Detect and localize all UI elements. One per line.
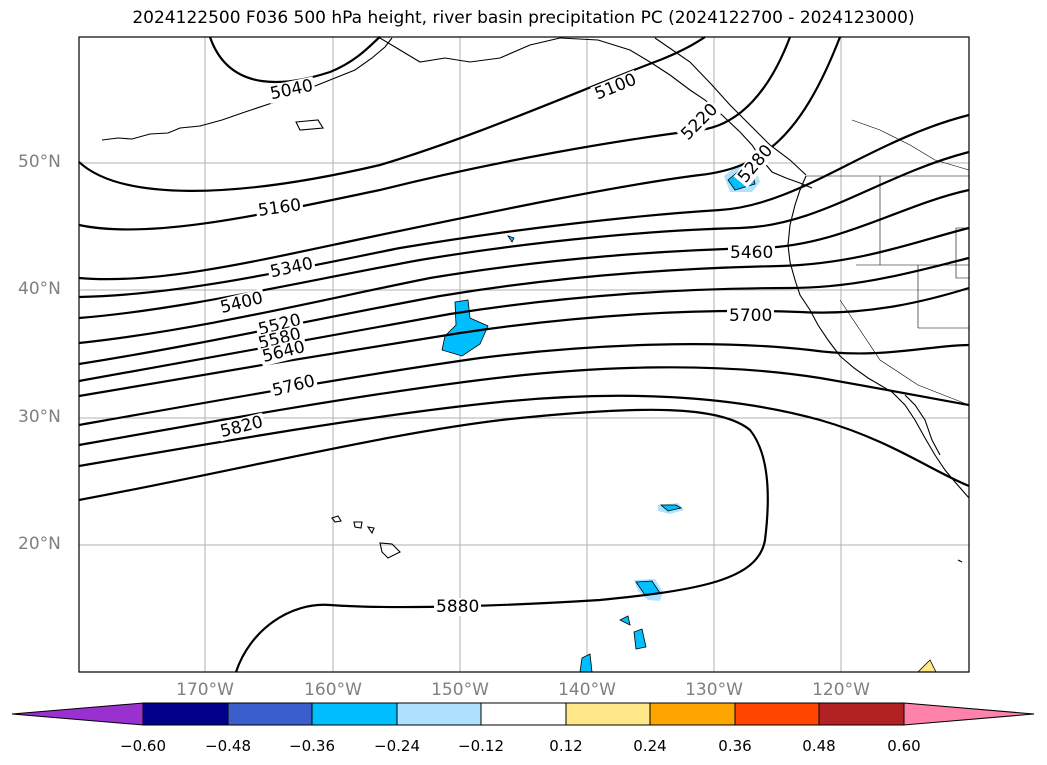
colorbar-tick: −0.60 [120, 737, 166, 755]
colorbar-tick: 0.48 [802, 737, 836, 755]
colorbar-tick: −0.48 [205, 737, 251, 755]
contour-label-5880: 5880 [434, 597, 482, 617]
lon-label-150w: 150°W [431, 680, 489, 700]
colorbar [11, 702, 1035, 726]
height-contours [78, 36, 970, 673]
lat-label-50n: 50°N [18, 152, 61, 172]
gridlines [79, 37, 969, 672]
colorbar-tick: −0.24 [374, 737, 420, 755]
colorbar-tick: 0.36 [718, 737, 752, 755]
colorbar-tick: 0.60 [887, 737, 921, 755]
colorbar-tick: 0.24 [633, 737, 667, 755]
lon-label-120w: 120°W [812, 680, 870, 700]
lon-label-160w: 160°W [304, 680, 362, 700]
lon-label-170w: 170°W [176, 680, 234, 700]
colorbar-tick: −0.12 [458, 737, 504, 755]
map-title: 2024122500 F036 500 hPa height, river ba… [132, 8, 915, 28]
contour-label-5460: 5460 [728, 243, 776, 263]
contour-label-5700: 5700 [727, 306, 775, 326]
colorbar-tick: −0.36 [289, 737, 335, 755]
coastlines [101, 37, 970, 563]
map-frame [78, 36, 970, 673]
lat-label-20n: 20°N [18, 534, 61, 554]
lon-label-140w: 140°W [558, 680, 616, 700]
lon-label-130w: 130°W [685, 680, 743, 700]
lat-label-40n: 40°N [18, 279, 61, 299]
colorbar-tick: 0.12 [549, 737, 583, 755]
lat-label-30n: 30°N [18, 407, 61, 427]
